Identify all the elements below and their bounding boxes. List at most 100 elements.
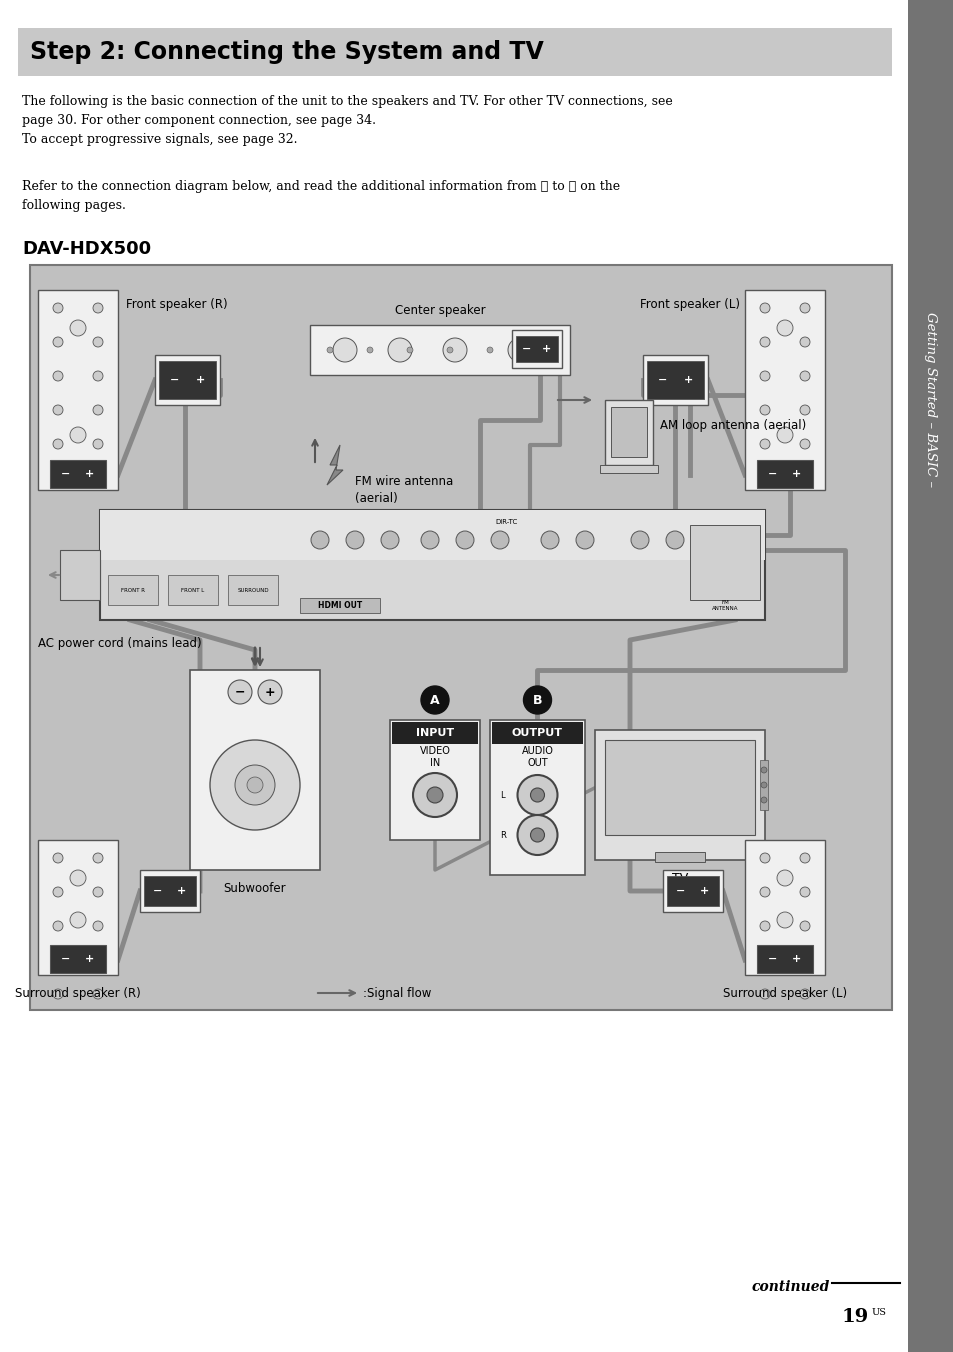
Circle shape	[776, 427, 792, 443]
Circle shape	[800, 921, 809, 932]
Text: Front speaker (R): Front speaker (R)	[126, 297, 228, 311]
Circle shape	[407, 347, 413, 353]
Circle shape	[760, 990, 769, 999]
Circle shape	[760, 406, 769, 415]
Circle shape	[442, 338, 467, 362]
Text: FM
ANTENNA: FM ANTENNA	[711, 600, 738, 611]
Bar	[60, 550, 100, 600]
Circle shape	[760, 921, 769, 932]
Text: −: −	[153, 886, 163, 896]
Circle shape	[760, 781, 766, 788]
Circle shape	[92, 406, 103, 415]
Bar	[490, 721, 584, 875]
Text: 19: 19	[841, 1307, 868, 1326]
Text: AM loop antenna (aerial): AM loop antenna (aerial)	[659, 419, 805, 431]
Circle shape	[257, 680, 282, 704]
Bar	[662, 869, 722, 913]
Text: −: −	[61, 469, 71, 479]
Bar	[299, 598, 379, 612]
Text: −: −	[170, 375, 179, 385]
Bar	[30, 265, 891, 1010]
Circle shape	[800, 853, 809, 863]
Circle shape	[92, 439, 103, 449]
Bar	[595, 730, 764, 860]
Text: −: −	[658, 375, 666, 385]
Text: HDMI OUT: HDMI OUT	[317, 602, 362, 610]
Polygon shape	[327, 445, 343, 485]
Circle shape	[760, 370, 769, 381]
Bar	[190, 671, 319, 869]
Circle shape	[53, 853, 63, 863]
Circle shape	[800, 303, 809, 314]
Circle shape	[53, 370, 63, 381]
Circle shape	[327, 347, 333, 353]
Circle shape	[800, 990, 809, 999]
Text: −: −	[767, 955, 777, 964]
Bar	[642, 356, 707, 406]
Circle shape	[507, 338, 532, 362]
Text: AUDIO
OUT: AUDIO OUT	[521, 746, 553, 768]
Text: US: US	[871, 1307, 886, 1317]
Text: FM wire antenna
(aerial): FM wire antenna (aerial)	[355, 475, 453, 506]
Circle shape	[427, 787, 442, 803]
Circle shape	[776, 869, 792, 886]
Circle shape	[333, 338, 356, 362]
Bar	[159, 361, 215, 399]
Text: R: R	[499, 830, 505, 840]
Circle shape	[760, 853, 769, 863]
Bar	[108, 575, 158, 604]
Text: VIDEO
IN: VIDEO IN	[419, 746, 450, 768]
Text: FRONT L: FRONT L	[181, 588, 204, 592]
Bar	[154, 356, 220, 406]
Bar	[604, 400, 652, 465]
Circle shape	[523, 685, 551, 714]
Text: −: −	[61, 955, 71, 964]
Text: +: +	[792, 469, 801, 479]
Text: Surround speaker (L): Surround speaker (L)	[722, 987, 846, 1000]
Circle shape	[760, 303, 769, 314]
Circle shape	[540, 531, 558, 549]
Circle shape	[228, 680, 252, 704]
Circle shape	[776, 913, 792, 927]
Circle shape	[776, 320, 792, 337]
Bar	[168, 575, 218, 604]
Circle shape	[53, 887, 63, 896]
Circle shape	[760, 337, 769, 347]
Circle shape	[447, 347, 453, 353]
Circle shape	[92, 853, 103, 863]
Text: Refer to the connection diagram below, and read the additional information from : Refer to the connection diagram below, a…	[22, 180, 619, 212]
Circle shape	[517, 815, 557, 854]
Text: +: +	[85, 469, 94, 479]
Bar	[390, 721, 479, 840]
Bar	[599, 465, 658, 473]
Text: DAV-HDX500: DAV-HDX500	[22, 241, 151, 258]
Circle shape	[530, 827, 544, 842]
Text: Surround speaker (R): Surround speaker (R)	[15, 987, 141, 1000]
Bar	[757, 460, 812, 488]
Text: −: −	[234, 685, 245, 699]
Bar	[18, 28, 891, 76]
Text: +: +	[792, 955, 801, 964]
Bar	[144, 876, 195, 906]
Circle shape	[517, 775, 557, 815]
Bar	[744, 289, 824, 489]
Circle shape	[92, 955, 103, 965]
Circle shape	[53, 955, 63, 965]
Bar	[666, 876, 719, 906]
Circle shape	[530, 788, 544, 802]
Circle shape	[486, 347, 493, 353]
Circle shape	[53, 406, 63, 415]
Bar	[512, 330, 561, 368]
Text: continued: continued	[751, 1280, 829, 1294]
Circle shape	[70, 427, 86, 443]
Text: Getting Started – BASIC –: Getting Started – BASIC –	[923, 312, 937, 488]
Text: Center speaker: Center speaker	[395, 304, 485, 316]
Bar	[392, 722, 477, 744]
Text: Step 2: Connecting the System and TV: Step 2: Connecting the System and TV	[30, 41, 543, 64]
Circle shape	[70, 913, 86, 927]
Text: −: −	[676, 886, 685, 896]
Bar	[100, 510, 764, 621]
Circle shape	[537, 347, 542, 353]
Text: :Signal flow: :Signal flow	[363, 987, 431, 999]
Text: B: B	[532, 694, 541, 707]
